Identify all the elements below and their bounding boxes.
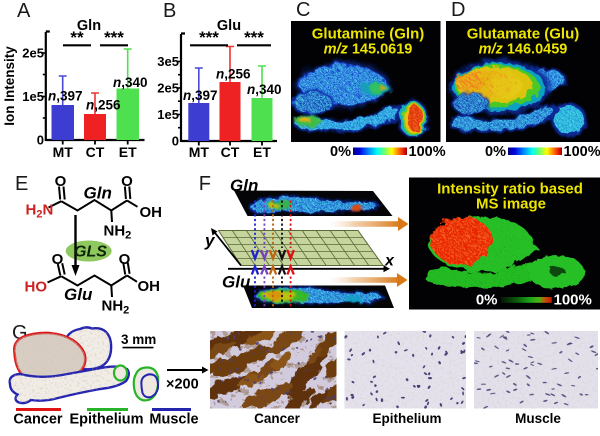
svg-text:OH: OH (140, 204, 163, 221)
svg-text:D: D (451, 0, 465, 21)
svg-text:1e5: 1e5 (22, 89, 44, 104)
svg-text:y: y (204, 231, 216, 250)
svg-text:100%: 100% (409, 144, 446, 160)
svg-text:n,340: n,340 (247, 82, 282, 97)
svg-text:C: C (296, 0, 310, 21)
svg-text:E: E (15, 173, 28, 195)
svg-text:***: *** (104, 28, 124, 47)
svg-text:F: F (199, 173, 211, 195)
svg-text:n,256: n,256 (216, 67, 251, 82)
svg-text:n,340: n,340 (113, 75, 148, 90)
svg-text:A: A (17, 0, 31, 22)
svg-text:Glutamine (Gln): Glutamine (Gln) (312, 26, 425, 43)
svg-text:100%: 100% (564, 144, 600, 160)
svg-text:CT: CT (221, 144, 240, 160)
svg-text:O: O (119, 251, 131, 268)
svg-text:m/z 146.0459: m/z 146.0459 (479, 42, 568, 58)
svg-text:MS image: MS image (476, 196, 546, 213)
svg-text:Epithelium: Epithelium (372, 411, 441, 426)
svg-text:Glutamate (Glu): Glutamate (Glu) (467, 26, 580, 43)
svg-text:x: x (384, 253, 395, 270)
svg-text:**: ** (70, 28, 84, 47)
svg-text:Gln: Gln (84, 184, 112, 203)
svg-text:0%: 0% (485, 144, 506, 160)
svg-text:0%: 0% (476, 292, 498, 309)
svg-text:2e5: 2e5 (157, 81, 179, 96)
svg-text:0: 0 (172, 134, 179, 149)
svg-text:2e5: 2e5 (22, 46, 44, 61)
svg-text:Intensity ratio based: Intensity ratio based (437, 181, 583, 198)
svg-text:HO: HO (25, 279, 48, 296)
svg-text:O: O (52, 251, 64, 268)
svg-text:MT: MT (53, 144, 74, 160)
svg-text:B: B (163, 0, 176, 22)
svg-text:×200: ×200 (166, 377, 199, 393)
svg-text:Glu: Glu (64, 285, 93, 304)
svg-text:GLS: GLS (74, 244, 107, 261)
svg-text:Ion Intensity: Ion Intensity (2, 46, 17, 126)
svg-text:O: O (121, 173, 133, 190)
svg-text:***: *** (244, 28, 264, 47)
svg-text:100%: 100% (554, 292, 592, 309)
svg-text:***: *** (199, 28, 219, 47)
svg-text:ET: ET (253, 144, 271, 160)
svg-text:n,397: n,397 (48, 89, 83, 104)
svg-text:3e5: 3e5 (157, 54, 179, 69)
svg-text:MT: MT (189, 144, 210, 160)
svg-text:NH2: NH2 (102, 298, 130, 317)
svg-text:NH2: NH2 (104, 223, 132, 242)
svg-text:O: O (55, 173, 67, 190)
svg-text:1e5: 1e5 (157, 107, 179, 122)
svg-text:Muscle: Muscle (515, 411, 561, 426)
svg-text:Cancer: Cancer (254, 411, 301, 426)
svg-text:0%: 0% (330, 144, 351, 160)
svg-text:Epithelium: Epithelium (69, 412, 143, 428)
svg-text:Glu: Glu (217, 18, 241, 34)
svg-text:m/z 145.0619: m/z 145.0619 (324, 42, 413, 58)
svg-text:3 mm: 3 mm (121, 332, 156, 347)
svg-text:Gln: Gln (77, 18, 101, 34)
svg-text:CT: CT (86, 144, 105, 160)
svg-text:0: 0 (37, 133, 44, 148)
svg-text:Muscle: Muscle (149, 412, 198, 428)
svg-text:H2N: H2N (26, 202, 54, 221)
svg-text:OH: OH (138, 278, 161, 295)
svg-text:Cancer: Cancer (13, 412, 63, 428)
svg-text:Gln: Gln (230, 176, 258, 195)
svg-text:n,397: n,397 (183, 88, 218, 103)
svg-text:ET: ET (119, 144, 137, 160)
svg-text:n,256: n,256 (86, 98, 121, 113)
